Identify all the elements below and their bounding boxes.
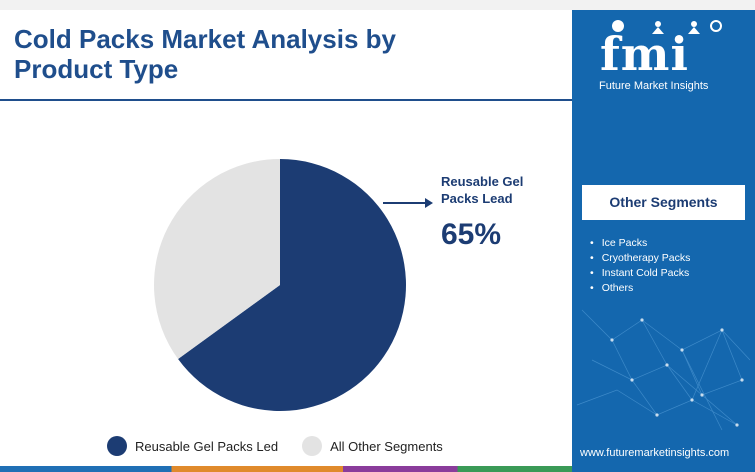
callout-value: 65% — [441, 218, 502, 251]
chart-panel: Cold Packs Market Analysis by Product Ty… — [0, 10, 572, 466]
other-segments-title: Other Segments — [582, 185, 745, 220]
list-item: Instant Cold Packs — [590, 266, 690, 281]
title-divider — [0, 99, 572, 101]
legend-item-other: All Other Segments — [302, 436, 443, 456]
arrow-right-icon — [383, 198, 433, 208]
other-segments-list: Ice Packs Cryotherapy Packs Instant Cold… — [590, 236, 691, 296]
pie-chart — [154, 159, 406, 411]
legend-swatch — [107, 436, 127, 456]
legend-item-reusable: Reusable Gel Packs Led — [107, 436, 278, 456]
legend-label: Reusable Gel Packs Led — [135, 438, 279, 454]
legend-label: All Other Segments — [330, 438, 443, 454]
list-item: Ice Packs — [590, 236, 690, 251]
logo-figures-icon — [612, 20, 722, 34]
brand-logo: fmi — [600, 27, 689, 81]
pie-slice-all-other-segments — [154, 159, 280, 360]
list-item: Others — [590, 281, 690, 296]
callout-label: Reusable Gel Packs Lead — [441, 174, 524, 206]
color-strip — [0, 466, 572, 472]
list-item: Cryotherapy Packs — [590, 251, 691, 266]
brand-name: Future Market Insights — [599, 80, 709, 92]
network-background — [576, 309, 751, 431]
pie-slice-reusable-gel-packs — [178, 159, 406, 411]
page-title: Cold Packs Market Analysis by Product Ty… — [14, 24, 396, 84]
chart-legend: Reusable Gel Packs Led All Other Segment… — [107, 436, 467, 456]
legend-swatch — [302, 436, 323, 456]
website-link[interactable]: www.futuremarketinsights.com — [580, 447, 730, 459]
sidebar: fmi Future Market Insights Other Segment… — [572, 10, 755, 472]
